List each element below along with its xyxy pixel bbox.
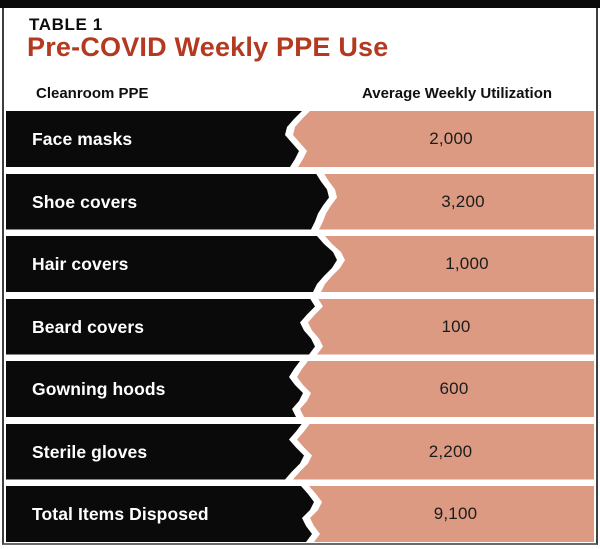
value-bar: 2,000: [293, 111, 594, 167]
ppe-label: Sterile gloves: [32, 441, 148, 462]
ppe-label-bar: Hair covers: [6, 236, 337, 292]
value-text: 1,000: [445, 254, 489, 273]
table-row: 2,000 Face masks: [6, 111, 594, 167]
ppe-label: Total Items Disposed: [32, 504, 209, 524]
table-row: 600 Gowning hoods: [6, 361, 594, 417]
table-row: 2,200 Sterile gloves: [6, 423, 594, 480]
table-body: TABLE 1 Pre-COVID Weekly PPE Use Cleanro…: [2, 8, 598, 545]
table-rows: 2,000 Face masks 3,200 Shoe covers 1,000…: [6, 111, 594, 542]
ppe-label-bar: Gowning hoods: [6, 361, 303, 417]
table-row: 100 Beard covers: [6, 298, 594, 355]
ppe-label-bar: Beard covers: [6, 298, 315, 355]
value-bar: 9,100: [309, 486, 594, 542]
ppe-label: Face masks: [32, 129, 133, 149]
value-text: 9,100: [433, 504, 478, 523]
top-accent-bar: [0, 0, 600, 8]
ppe-label: Shoe covers: [32, 191, 138, 212]
column-header-average-weekly-utilization: Average Weekly Utilization: [361, 85, 553, 102]
value-text: 600: [439, 379, 469, 398]
value-bar: 3,200: [319, 173, 594, 230]
ppe-label: Gowning hoods: [32, 379, 166, 399]
ppe-label-bar: Face masks: [6, 111, 302, 167]
value-bar: 600: [297, 361, 594, 417]
table-row: 9,100 Total Items Disposed: [6, 486, 594, 542]
ppe-label: Hair covers: [32, 254, 129, 274]
ppe-label: Beard covers: [32, 316, 145, 337]
ppe-label-bar: Shoe covers: [6, 173, 329, 230]
value-text: 3,200: [441, 191, 485, 211]
ppe-label-bar: Total Items Disposed: [6, 486, 314, 542]
value-text: 100: [441, 316, 471, 336]
column-header-cleanroom-ppe: Cleanroom PPE: [36, 85, 149, 102]
value-text: 2,200: [428, 441, 473, 461]
value-text: 2,000: [429, 129, 473, 148]
ppe-label-bar: Sterile gloves: [6, 423, 304, 480]
value-bar: 1,000: [321, 236, 594, 292]
value-bar: 2,200: [293, 423, 594, 480]
table-kicker: TABLE 1: [29, 15, 103, 34]
table-title: Pre-COVID Weekly PPE Use: [27, 32, 389, 62]
table-row: 1,000 Hair covers: [6, 236, 594, 292]
table-row: 3,200 Shoe covers: [6, 173, 594, 230]
value-bar: 100: [308, 298, 594, 355]
